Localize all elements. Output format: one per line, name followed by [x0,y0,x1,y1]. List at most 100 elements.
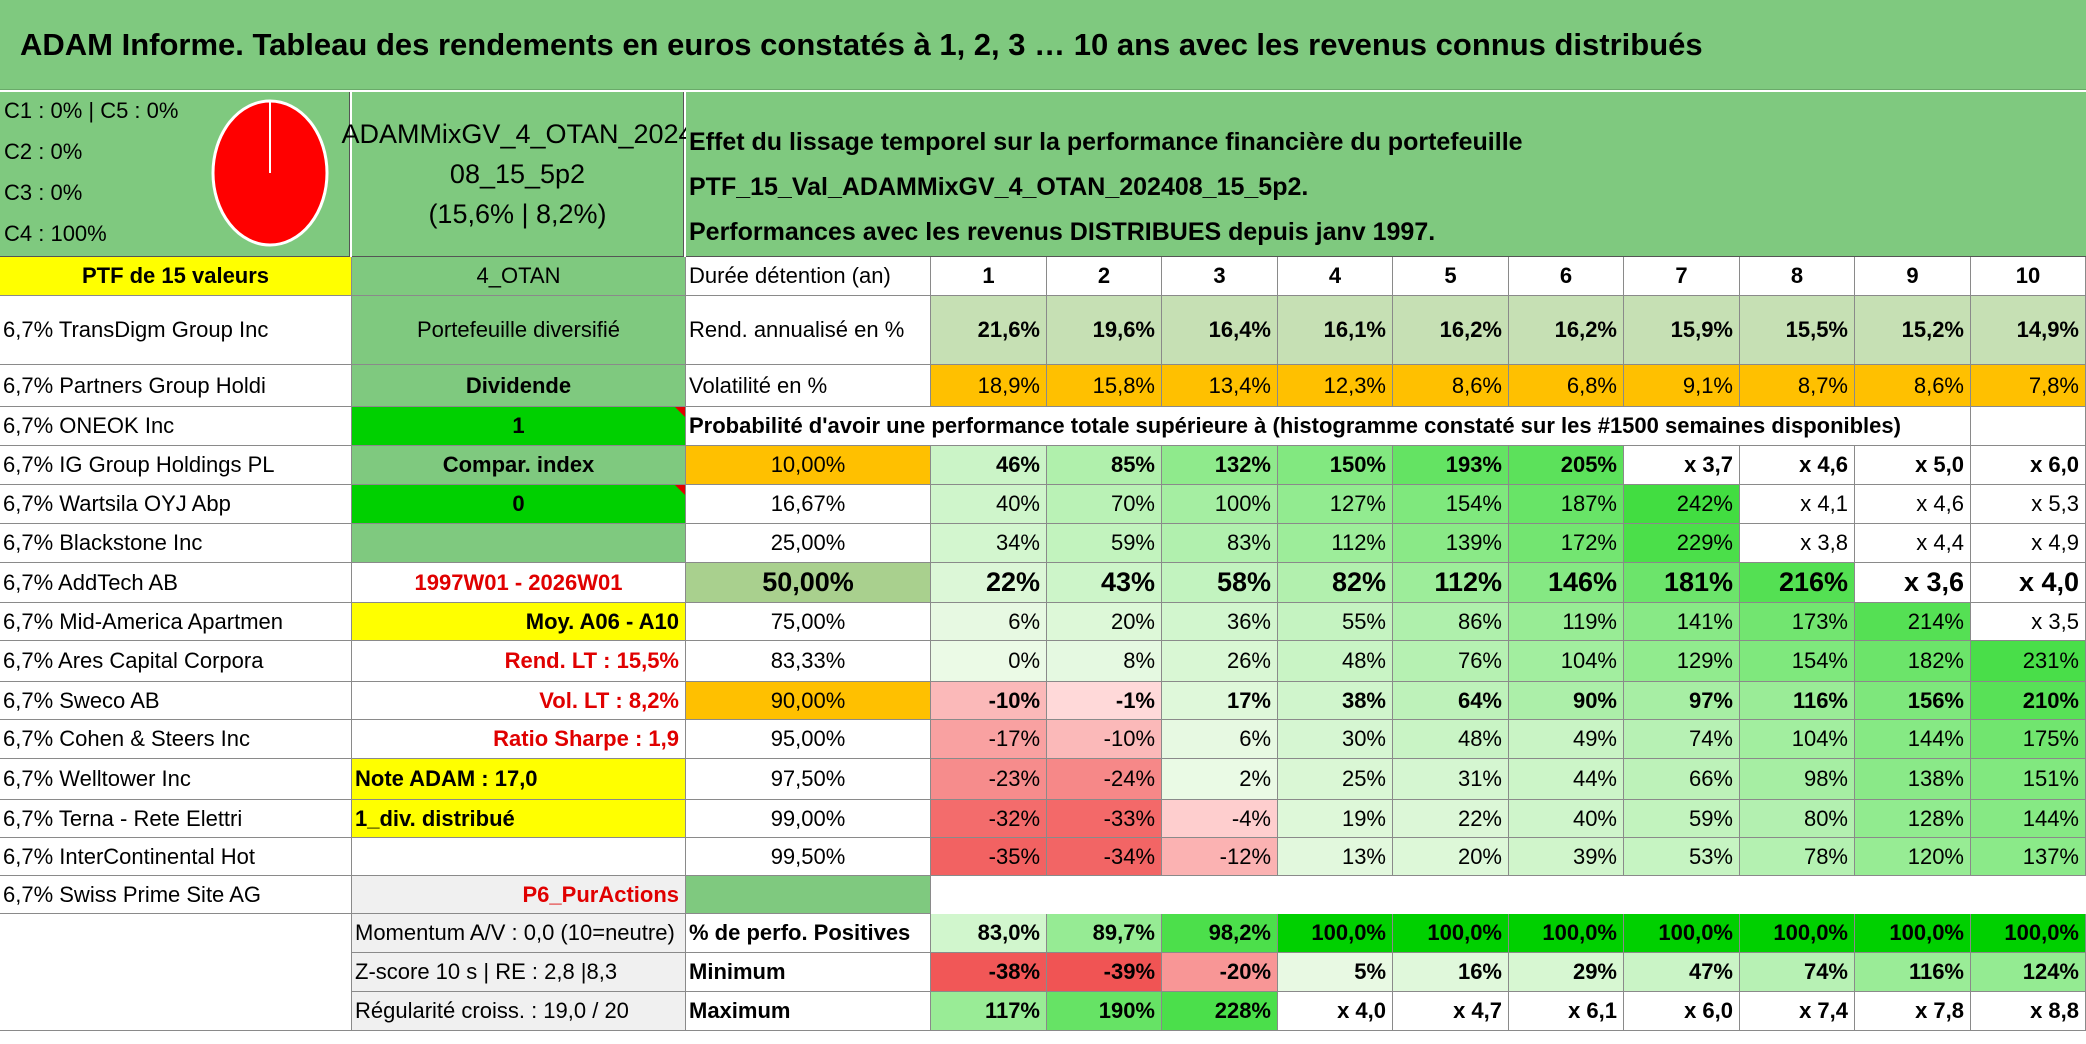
holding-row: 6,7% IG Group Holdings PL [0,446,352,485]
holding-row: 6,7% Blackstone Inc [0,524,352,563]
indicator-cell: Momentum A/V : 0,0 (10=neutre) [352,914,686,953]
portfolio-name-line-3: (15,6% | 8,2%) [428,199,607,229]
year-header-4: 4 [1278,257,1393,296]
probability-value: 181% [1624,563,1740,603]
composition-line-3: C3 : 0% [4,180,83,205]
info-cell: Ratio Sharpe : 1,9 [352,720,686,759]
probability-value: 2% [1162,759,1278,800]
vol-value: 15,8% [1047,365,1162,407]
probability-title: Probabilité d'avoir une performance tota… [686,407,1971,446]
probability-value: 242% [1624,485,1740,524]
comment-flag-icon [675,407,685,417]
probability-value: 39% [1509,838,1624,876]
probability-value: -35% [931,838,1047,876]
vol-value: 8,6% [1393,365,1509,407]
probability-value: x 4,0 [1971,563,2086,603]
probability-value: 82% [1278,563,1393,603]
probability-value: 44% [1509,759,1624,800]
info-cell: Rend. LT : 15,5% [352,641,686,682]
probability-value: 187% [1509,485,1624,524]
probability-value: 216% [1740,563,1855,603]
probability-value: 40% [931,485,1047,524]
probability-value: 48% [1278,641,1393,682]
rend-value: 14,9% [1971,296,2086,365]
info-cell: 1 [352,407,686,446]
vol-value: 12,3% [1278,365,1393,407]
maximum-value: x 6,1 [1509,992,1624,1031]
maximum-value: 190% [1047,992,1162,1031]
probability-value: x 4,6 [1740,446,1855,485]
probability-value: 20% [1047,603,1162,641]
probability-value: 30% [1278,720,1393,759]
probability-value: 78% [1740,838,1855,876]
effect-description: Effet du lissage temporel sur la perform… [686,92,2086,257]
probability-value: 112% [1278,524,1393,563]
positives-value: 100,0% [1624,914,1740,953]
effect-line-2: Performances avec les revenus DISTRIBUES… [689,218,1436,246]
probability-value: 144% [1971,800,2086,838]
probability-value: 138% [1855,759,1971,800]
minimum-label: Minimum [686,953,931,992]
year-header-2: 2 [1047,257,1162,296]
probability-value: 112% [1393,563,1509,603]
probability-value: x 5,3 [1971,485,2086,524]
info-cell: Vol. LT : 8,2% [352,682,686,720]
probability-value: -10% [931,682,1047,720]
info-cell: Note ADAM : 17,0 [352,759,686,800]
probability-value: 40% [1509,800,1624,838]
composition-pie-chart [211,99,329,247]
probability-value: x 4,9 [1971,524,2086,563]
probability-level: 83,33% [686,641,931,682]
maximum-value: 117% [931,992,1047,1031]
positives-value: 100,0% [1278,914,1393,953]
maximum-value: x 8,8 [1971,992,2086,1031]
probability-value: -17% [931,720,1047,759]
holding-row: 6,7% Mid-America Apartmen [0,603,352,641]
probability-value: 74% [1624,720,1740,759]
rend-value: 16,2% [1509,296,1624,365]
probability-value: 86% [1393,603,1509,641]
probability-value: -10% [1047,720,1162,759]
probability-value: 20% [1393,838,1509,876]
probability-value: 8% [1047,641,1162,682]
vol-value: 8,7% [1740,365,1855,407]
positives-label: % de perfo. Positives [686,914,931,953]
probability-value: 193% [1393,446,1509,485]
probability-value: 104% [1740,720,1855,759]
portfolio-name-line-1: ADAMMixGV_4_OTAN_2024 [341,119,694,149]
info-cell: P6_PurActions [352,876,686,914]
probability-value: x 3,7 [1624,446,1740,485]
probability-value: x 3,6 [1855,563,1971,603]
vol-value: 9,1% [1624,365,1740,407]
probability-value: 154% [1393,485,1509,524]
rend-value: 19,6% [1047,296,1162,365]
probability-value: 31% [1393,759,1509,800]
probability-value: 49% [1509,720,1624,759]
page-title: ADAM Informe. Tableau des rendements en … [0,0,2086,90]
year-header-5: 5 [1393,257,1509,296]
year-header-6: 6 [1509,257,1624,296]
maximum-value: 228% [1162,992,1278,1031]
year-header-7: 7 [1624,257,1740,296]
probability-value: 46% [931,446,1047,485]
probability-value: -34% [1047,838,1162,876]
probability-value: 182% [1855,641,1971,682]
probability-value: 76% [1393,641,1509,682]
holding-row: 6,7% InterContinental Hot [0,838,352,876]
info-cell: Moy. A06 - A10 [352,603,686,641]
probability-value: 22% [931,563,1047,603]
probability-value: 22% [1393,800,1509,838]
probability-value: 80% [1740,800,1855,838]
positives-value: 100,0% [1393,914,1509,953]
probability-value: 214% [1855,603,1971,641]
holding-row: 6,7% Welltower Inc [0,759,352,800]
positives-value: 98,2% [1162,914,1278,953]
minimum-value: -20% [1162,953,1278,992]
probability-value: 6% [1162,720,1278,759]
probability-value: 6% [931,603,1047,641]
probability-value: 144% [1855,720,1971,759]
probability-value: 34% [931,524,1047,563]
minimum-value: -39% [1047,953,1162,992]
holding-row: 6,7% Partners Group Holdi [0,365,352,407]
probability-value: 98% [1740,759,1855,800]
